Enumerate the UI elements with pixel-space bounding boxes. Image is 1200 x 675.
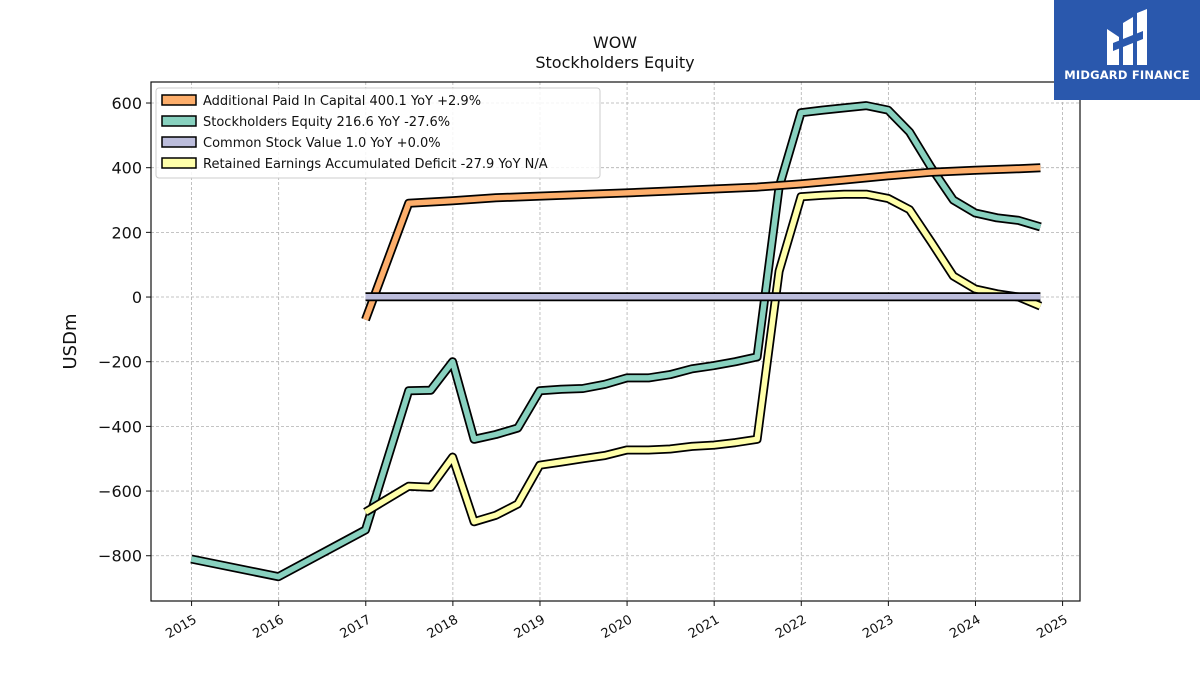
x-tick-label: 2015	[163, 612, 199, 642]
legend-entry-additional-paid-in-capital: Additional Paid In Capital 400.1 YoY +2.…	[203, 94, 481, 109]
legend-entry-retained-earnings-accumulated-deficit: Retained Earnings Accumulated Deficit -2…	[203, 157, 548, 172]
chart-title: Stockholders Equity	[535, 53, 695, 72]
series-line-retained-earnings-accumulated-deficit	[364, 191, 1042, 525]
x-tick-label: 2022	[773, 612, 809, 642]
x-tick-label: 2016	[251, 612, 287, 642]
legend-swatch-stockholders-equity	[161, 115, 197, 127]
series-additional-paid-in-capital	[361, 163, 1041, 322]
x-tick-label: 2017	[338, 612, 374, 642]
series-stockholders-equity	[190, 101, 1042, 582]
y-tick-label: 600	[111, 94, 142, 113]
y-tick-label: 200	[111, 223, 142, 242]
legend-swatch-retained-earnings-accumulated-deficit	[161, 157, 197, 169]
y-tick-label: −400	[98, 417, 142, 436]
chart-ticker: WOW	[592, 33, 638, 52]
plot-frame	[150, 81, 1081, 602]
y-tick-label: 400	[111, 159, 142, 178]
x-tick-label: 2021	[686, 612, 722, 642]
legend-swatch-additional-paid-in-capital	[161, 94, 197, 106]
series-line-additional-paid-in-capital	[362, 164, 1041, 321]
x-tick-label: 2023	[860, 612, 896, 642]
legend-swatch-common-stock-value	[161, 136, 197, 148]
legend-box	[155, 87, 601, 179]
y-tick-label: −800	[98, 547, 142, 566]
x-tick-label: 2018	[425, 612, 461, 642]
y-tick-label: 0	[132, 288, 142, 307]
y-tick-label: −200	[98, 353, 142, 372]
x-tick-label: 2024	[947, 612, 983, 642]
y-tick-label: −600	[98, 482, 142, 501]
x-tick-label: 2019	[512, 612, 548, 642]
series-retained-earnings-accumulated-deficit	[363, 189, 1043, 527]
brand-logo: MIDGARD FINANCE	[1054, 0, 1200, 100]
brand-name: MIDGARD FINANCE	[1064, 68, 1190, 82]
series-outline-retained-earnings-accumulated-deficit	[363, 189, 1043, 527]
legend-entry-stockholders-equity: Stockholders Equity 216.6 YoY -27.6%	[203, 115, 450, 130]
x-tick-label: 2020	[599, 612, 635, 642]
midgard-logo-icon	[1107, 9, 1147, 65]
series-line-stockholders-equity	[190, 102, 1042, 580]
legend-entry-common-stock-value: Common Stock Value 1.0 YoY +0.0%	[203, 136, 441, 151]
y-axis-label: USDm	[60, 314, 81, 370]
x-tick-label: 2025	[1034, 612, 1070, 642]
